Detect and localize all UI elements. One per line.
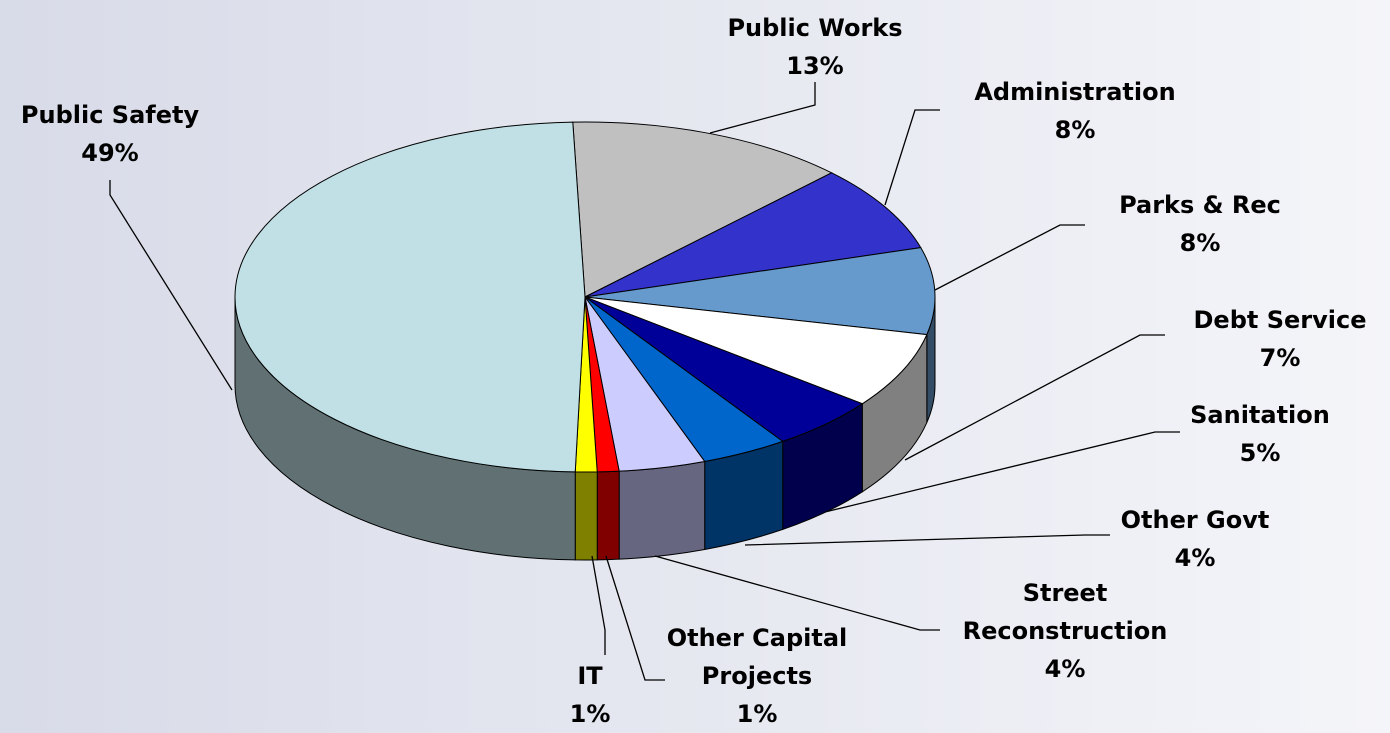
slice [572, 121, 833, 298]
leader-line [109, 180, 233, 391]
slice-side [596, 470, 620, 561]
leader-line [654, 555, 940, 631]
slice-label: Debt Service 7% [1180, 301, 1380, 377]
category-label: Sanitation [1190, 401, 1330, 429]
leader-line [904, 334, 1165, 461]
value-label: 7% [1259, 344, 1301, 372]
slice-label: Administration 8% [945, 73, 1205, 149]
leader-line [824, 431, 1180, 513]
category-label: Parks & Rec [1119, 191, 1281, 219]
leader-line [744, 534, 1110, 546]
leader-line [934, 224, 1085, 291]
value-label: 4% [1174, 544, 1216, 572]
category-label: Street Reconstruction [962, 579, 1168, 645]
slice-label: Parks & Rec 8% [1070, 186, 1330, 262]
category-label: Other Govt [1120, 506, 1270, 534]
leader-line [591, 555, 606, 655]
leader-line [709, 82, 816, 134]
category-label: Debt Service [1193, 306, 1367, 334]
walls [234, 296, 936, 561]
slice-side [618, 460, 706, 560]
value-label: 4% [1044, 655, 1086, 683]
value-label: 5% [1239, 439, 1281, 467]
category-label: IT [577, 662, 603, 690]
value-label: 1% [569, 700, 611, 728]
value-label: 49% [81, 139, 139, 167]
slice [234, 121, 586, 473]
slice [584, 172, 922, 298]
value-label: 8% [1179, 229, 1221, 257]
category-label: Public Safety [20, 101, 200, 129]
slice-side [574, 471, 598, 561]
leader-line [884, 109, 940, 206]
slice-label: Street Reconstruction 4% [945, 574, 1185, 688]
value-label: 13% [786, 52, 844, 80]
tops [234, 121, 936, 473]
category-label: Public Works [727, 14, 903, 42]
slice-label: Other Govt 4% [1085, 501, 1305, 577]
slice-label: IT 1% [530, 657, 650, 733]
value-label: 1% [736, 700, 778, 728]
category-label: Other Capital Projects [666, 624, 848, 690]
slice-label: Sanitation 5% [1150, 396, 1370, 472]
leader-line [605, 555, 665, 681]
leader-lines [109, 82, 1180, 681]
value-label: 8% [1054, 116, 1096, 144]
slice-label: Other Capital Projects 1% [652, 619, 862, 733]
category-label: Administration [974, 78, 1176, 106]
slice-label: Public Safety 49% [0, 96, 230, 172]
slice [584, 247, 936, 336]
slice-label: Public Works 13% [685, 9, 945, 85]
slice [584, 296, 928, 405]
